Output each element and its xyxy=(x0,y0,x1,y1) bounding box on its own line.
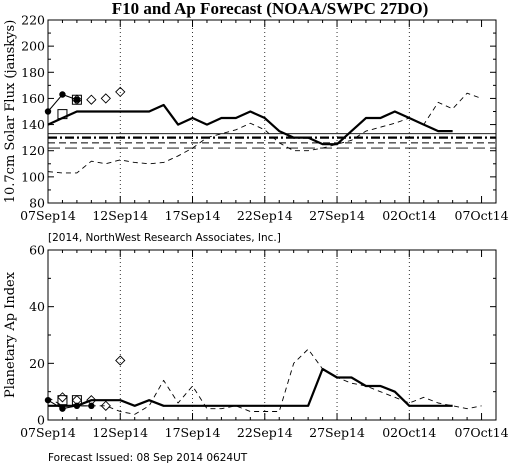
y-tick-label: 200 xyxy=(21,39,45,54)
y-tick-label: 20 xyxy=(29,356,45,371)
y-tick-label: 100 xyxy=(21,169,45,184)
x-tick-label: 07Oct14 xyxy=(455,425,509,440)
circle-marker xyxy=(73,402,81,410)
square-marker xyxy=(57,395,68,406)
y-tick-label: 60 xyxy=(29,243,45,258)
observed-series-line xyxy=(47,92,482,174)
plot-frame xyxy=(47,249,497,421)
chart-title: F10 and Ap Forecast (NOAA/SWPC 27DO) xyxy=(112,0,429,18)
x-tick-label: 17Sep14 xyxy=(165,425,221,440)
x-tick-label: 27Sep14 xyxy=(309,208,365,223)
circle-marker xyxy=(44,108,52,115)
circle-marker xyxy=(59,405,66,412)
x-tick-label: 07Oct14 xyxy=(455,208,509,223)
x-tick-label: 22Sep14 xyxy=(237,425,293,440)
x-tick-label: 07Sep14 xyxy=(20,425,76,440)
ap-index-panel: 0 20 40 60 07Sep14 12Sep14 17Sep14 22Sep14 27Sep… xyxy=(3,243,509,441)
circle-marker xyxy=(59,91,66,98)
x-tick-label: 17Sep14 xyxy=(165,208,221,223)
x-tick-label: 12Sep14 xyxy=(92,208,148,223)
diamond-marker xyxy=(100,400,111,411)
diamond-marker xyxy=(71,395,83,406)
x-tick-label: 02Oct14 xyxy=(382,208,436,223)
forecast-series-line xyxy=(48,367,453,407)
circle-marker xyxy=(88,402,95,410)
diamond-marker xyxy=(86,94,97,105)
square-marker xyxy=(57,109,68,120)
diamond-marker xyxy=(57,392,68,403)
x-tick-label: 07Sep14 xyxy=(20,208,76,223)
diamond-marker xyxy=(115,86,126,98)
y-tick-label: 80 xyxy=(29,196,45,211)
x-tick-label: 12Sep14 xyxy=(92,425,148,440)
solar-flux-panel: 80 100 120 140 160 180 200 220 07Sep14 12Sep14 17S… xyxy=(3,13,509,224)
x-tick-label: 02Oct14 xyxy=(382,425,436,440)
y-tick-label: 0 xyxy=(37,413,45,428)
diamond-marker xyxy=(86,395,97,406)
circle-marker xyxy=(73,96,81,103)
circle-marker xyxy=(44,396,52,404)
x-tick-label: 22Sep14 xyxy=(237,208,293,223)
diamond-marker xyxy=(115,355,126,366)
y-tick-label: 220 xyxy=(21,13,45,28)
y-tick-label: 180 xyxy=(21,65,45,80)
y-tick-label: 40 xyxy=(29,299,45,314)
credit-note: [2014, NorthWest Research Associates, In… xyxy=(48,232,281,244)
observed-series-line xyxy=(47,348,482,415)
y-tick-label: 160 xyxy=(21,91,45,106)
y-axis-label: Planetary Ap Index xyxy=(3,271,18,398)
y-tick-label: 140 xyxy=(21,117,45,132)
y-axis-label: 10.7cm Solar Flux (janskys) xyxy=(3,20,18,204)
y-tick-label: 120 xyxy=(21,143,45,158)
diamond-marker xyxy=(100,93,111,104)
forecast-issued-footer: Forecast Issued: 08 Sep 2014 0624UT xyxy=(48,452,248,464)
x-tick-label: 27Sep14 xyxy=(309,425,365,440)
diamond-marker xyxy=(71,94,83,105)
forecast-series-line xyxy=(47,103,453,146)
circle-marker-line xyxy=(47,399,92,410)
